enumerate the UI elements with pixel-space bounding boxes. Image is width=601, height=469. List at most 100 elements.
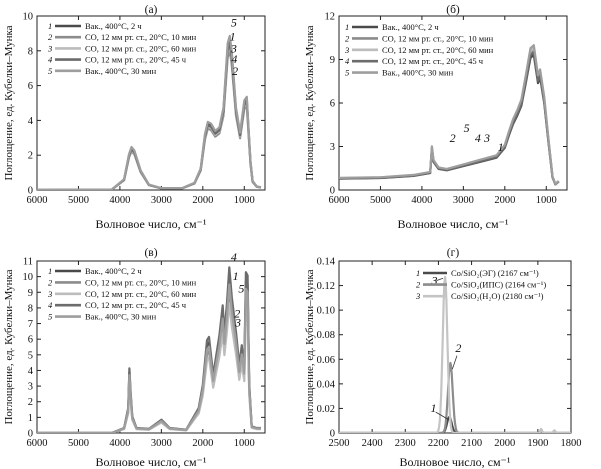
y-tick-label: 8	[28, 303, 33, 314]
y-tick-label: 6	[28, 335, 33, 346]
legend-number: 2	[345, 33, 350, 43]
x-tick-label: 3000	[453, 195, 474, 206]
series-line-5	[37, 283, 261, 433]
legend-label: Co/SiO₂(H₂O) (2180 см⁻¹)	[451, 291, 544, 301]
x-tick-label: 3000	[151, 195, 172, 206]
x-axis-label: Волновое число, см⁻¹	[96, 217, 207, 231]
legend-label: Вак., 400°C, 2 ч	[85, 21, 142, 31]
legend: 1 Вак., 400°C, 2 ч 2 CO, 12 мм рт. ст., 20°…	[344, 22, 494, 78]
legend-label: CO, 12 мм рт. ст., 20°C, 60 мин	[382, 45, 494, 55]
legend-label: Co/SiO₂(ЭГ) (2167 см⁻¹)	[451, 268, 539, 278]
legend-number: 1	[48, 21, 52, 31]
curve-leader-line	[435, 411, 449, 420]
y-tick-label: 0.04	[317, 379, 336, 390]
y-tick-label: 0	[28, 429, 33, 440]
x-tick-label: 6000	[329, 195, 350, 206]
panel-a: (а)6000 5000 4000 3000 2000 10000246810Волнов…	[3, 4, 266, 231]
y-tick-label: 4	[28, 366, 34, 377]
x-axis-label: Волновое число, см⁻¹	[400, 455, 511, 469]
y-tick-label: 3	[28, 382, 33, 393]
y-tick-label: 1	[28, 413, 33, 424]
curve-label: 1	[233, 269, 239, 283]
x-tick-label: 4000	[109, 195, 130, 206]
legend-number: 3	[47, 289, 52, 299]
legend-label: CO, 12 мм рт. ст., 20°C, 10 мин	[85, 32, 197, 42]
x-tick-label: 6000	[27, 438, 48, 449]
legend-number: 4	[345, 56, 350, 66]
legend-label: Вак., 400°C, 30 мин	[382, 68, 454, 78]
y-tick-label: 9	[330, 55, 335, 66]
curve-label: 2	[234, 306, 240, 320]
legend-number: 5	[48, 66, 52, 76]
legend-number: 5	[48, 312, 52, 322]
legend-label: CO, 12 мм рт. ст., 20°C, 45 ч	[85, 300, 187, 310]
legend-number: 2	[416, 280, 421, 290]
y-tick-label: 7	[28, 319, 33, 330]
legend-label: Вак., 400°C, 30 мин	[85, 312, 157, 322]
legend-label: CO, 12 мм рт. ст., 20°C, 45 ч	[85, 55, 187, 65]
legend: 1 Вак., 400°C, 2 ч 2 CO, 12 мм рт. ст., 20°…	[47, 266, 197, 322]
x-tick-label: 2000	[192, 195, 213, 206]
x-axis-label: Волновое число, см⁻¹	[96, 455, 207, 469]
x-tick-label: 1900	[527, 438, 548, 449]
legend-number: 1	[416, 268, 420, 278]
legend-label: CO, 12 мм рт. ст., 20°C, 10 мин	[382, 33, 494, 43]
y-tick-label: 0	[28, 186, 33, 197]
y-tick-label: 6	[330, 99, 335, 110]
x-tick-label: 4000	[411, 195, 432, 206]
x-tick-label: 2500	[329, 438, 350, 449]
curve-label: 3	[483, 131, 490, 145]
legend-label: Вак., 400°C, 2 ч	[85, 266, 142, 276]
y-tick-label: 0	[330, 186, 335, 197]
plot-area	[37, 266, 261, 433]
y-tick-label: 10	[23, 272, 34, 283]
plot-area	[339, 275, 571, 433]
curve-label: 4	[231, 250, 237, 264]
plot-frame	[36, 15, 266, 191]
panel-c: (в)6000 5000 4000 3000 2000 10000123456789101…	[3, 247, 266, 469]
curve-label: 2	[455, 341, 461, 355]
legend: 1 Co/SiO₂(ЭГ) (2167 см⁻¹) 2 Co/SiO₂(ИПС) (2…	[415, 268, 546, 301]
legend-number: 4	[48, 300, 53, 310]
curve-label: 3	[230, 42, 237, 56]
panel-title: (в)	[144, 247, 157, 259]
panel-d: (г) 2500 2400 2300 2200 2100 2000 1900 1800 0 0.02…	[304, 247, 582, 469]
curve-leader-line	[451, 355, 458, 370]
legend-number: 1	[345, 22, 349, 32]
legend-number: 3	[415, 291, 420, 301]
plot-area	[37, 34, 262, 190]
x-tick-label: 1000	[536, 195, 557, 206]
plot-area	[339, 44, 560, 186]
x-tick-label: 1000	[234, 195, 255, 206]
y-tick-label: 11	[23, 257, 33, 268]
x-tick-label: 2400	[362, 438, 383, 449]
legend-label: CO, 12 мм рт. ст., 20°C, 45 ч	[382, 56, 484, 66]
x-tick-label: 2000	[494, 438, 515, 449]
legend-number: 3	[47, 43, 52, 53]
y-tick-label: 2	[28, 397, 33, 408]
x-tick-label: 1800	[561, 438, 582, 449]
series-line-2	[339, 361, 571, 433]
y-tick-label: 0.10	[317, 306, 335, 317]
y-tick-label: 0.06	[317, 355, 335, 366]
legend-number: 3	[344, 45, 349, 55]
y-tick-label: 8	[28, 46, 33, 57]
x-tick-label: 2200	[428, 438, 449, 449]
curve-label: 1	[498, 140, 504, 154]
curve-label: 4	[231, 52, 237, 66]
x-tick-label: 5000	[68, 438, 89, 449]
x-tick-label: 2100	[461, 438, 482, 449]
panel-title: (г)	[447, 247, 460, 259]
legend-label: Вак., 400°C, 30 мин	[85, 66, 157, 76]
x-tick-label: 5000	[370, 195, 391, 206]
y-tick-label: 3	[330, 142, 335, 153]
y-tick-label: 5	[28, 350, 33, 361]
y-axis-label: Поглощение, ед. Кубелки–Мунка	[3, 269, 15, 424]
y-tick-label: 0.14	[317, 257, 336, 268]
curve-label: 5	[238, 281, 244, 295]
x-tick-label: 5000	[68, 195, 89, 206]
y-tick-label: 0.08	[317, 330, 335, 341]
y-axis-label: Поглощение, ед. Кубелки–Мунка	[304, 269, 316, 424]
y-tick-label: 0.12	[317, 281, 335, 292]
